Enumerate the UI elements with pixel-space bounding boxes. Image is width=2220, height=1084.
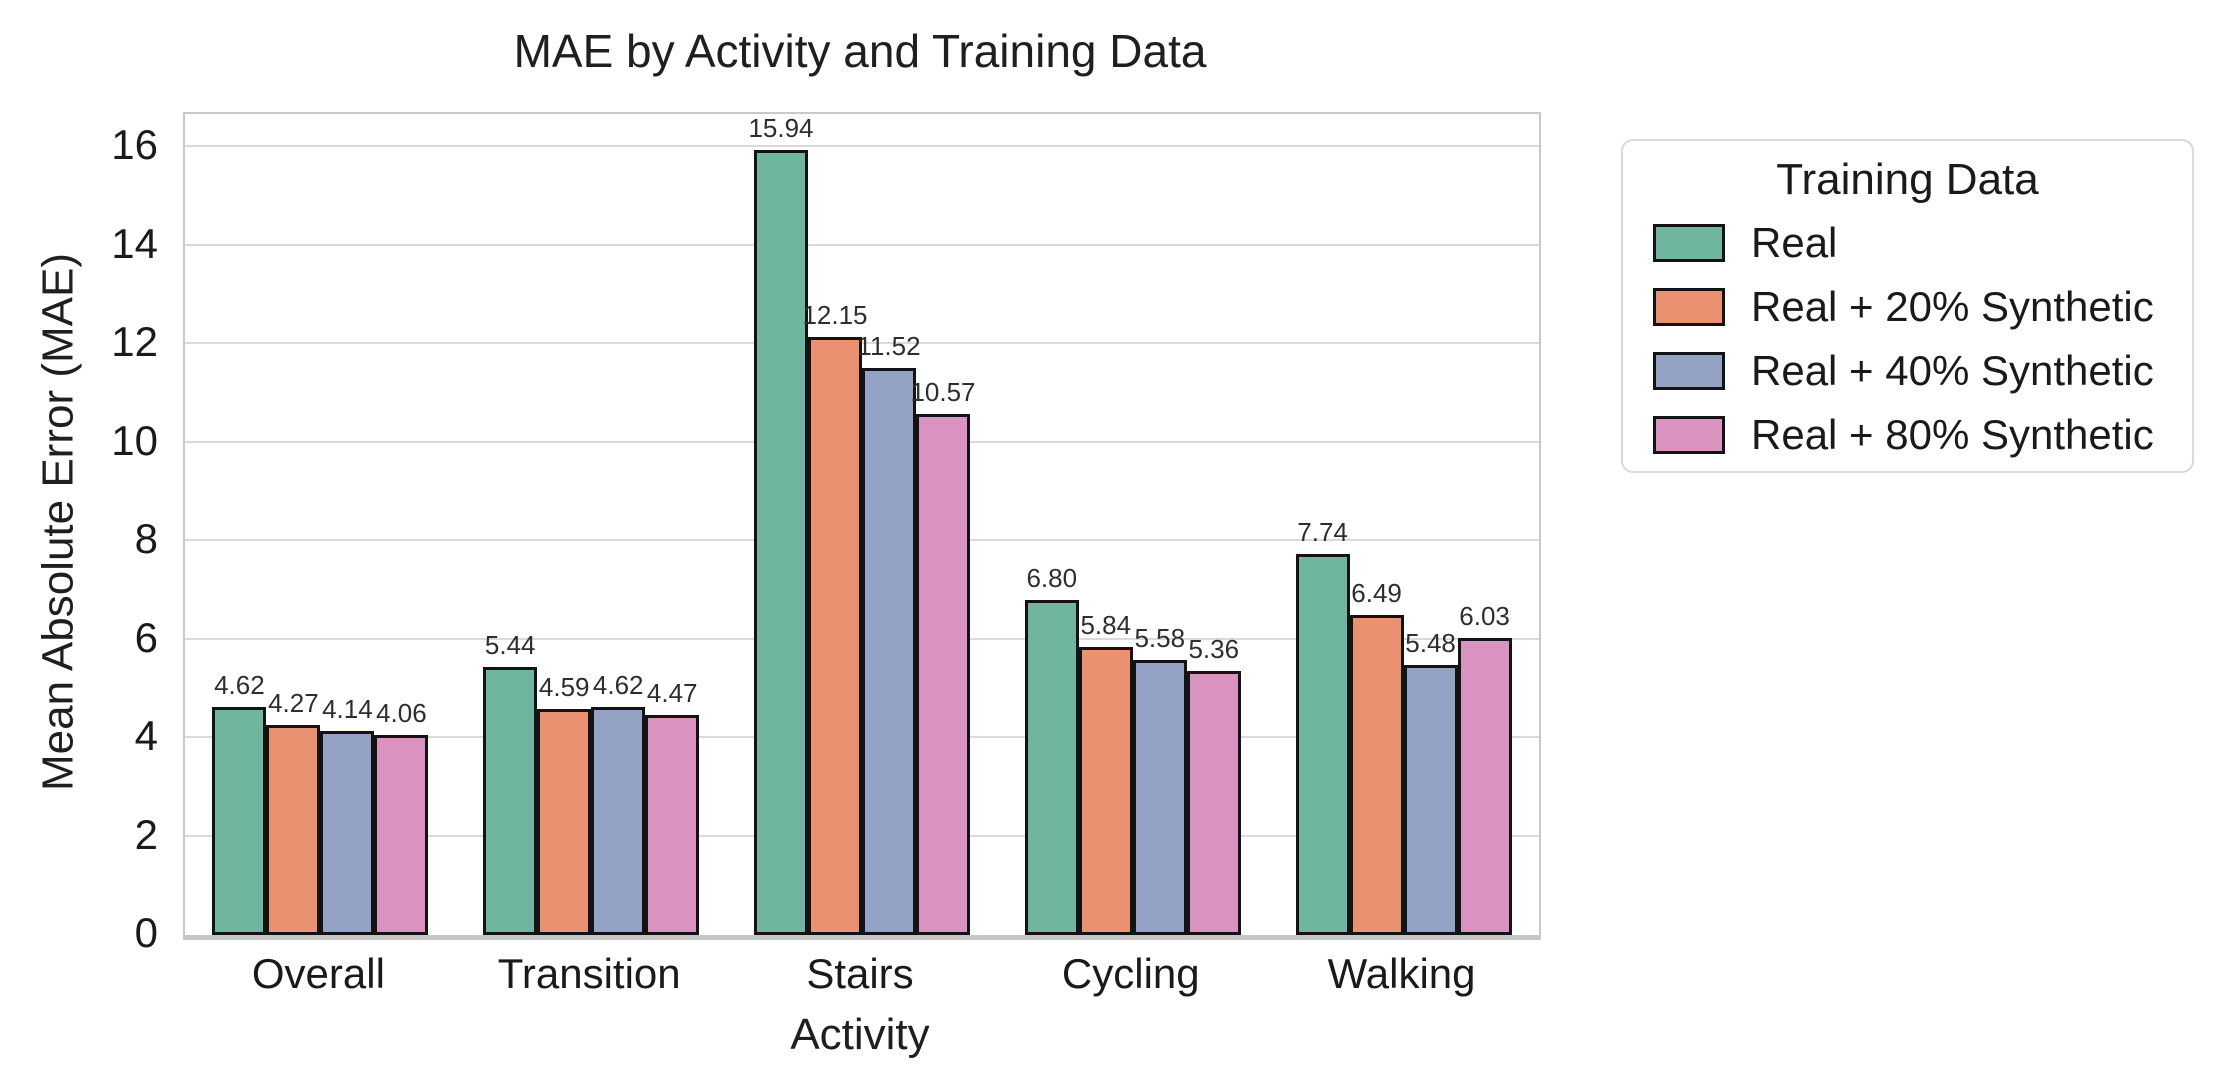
legend-label-real-20-synthetic: Real + 20% Synthetic	[1751, 283, 2154, 330]
legend-swatch-real-80-synthetic	[1653, 416, 1725, 454]
bar-group-cycling: 6.80 5.84 5.58 5.36	[997, 114, 1268, 935]
bar-walking-real-80-synthetic: 6.03	[1457, 601, 1512, 935]
bar-walking-real: 7.74	[1295, 517, 1350, 935]
y-tick-label-2: 2	[134, 810, 158, 858]
plot-area: 4.62 4.27 4.14 4.06 5.44 4.59 4.62 4.47 15.94 12.…	[183, 112, 1541, 940]
bar-walking-real-20-synthetic: 6.49	[1349, 578, 1404, 935]
bar-value-label-walking-real-40-synthetic: 5.48	[1405, 628, 1456, 659]
gridline-14	[185, 243, 1539, 246]
bar-walking-real-40-synthetic: 5.48	[1403, 628, 1458, 935]
bar-stairs-real-80-synthetic: 10.57	[910, 377, 976, 935]
y-tick-label-16: 16	[111, 121, 158, 168]
bar-value-label-cycling-real: 6.80	[1026, 563, 1078, 594]
legend-swatch-real-40-synthetic	[1653, 352, 1725, 390]
y-tick-label-8: 8	[134, 515, 158, 562]
bar-value-label-transition-real-80-synthetic: 4.47	[646, 677, 698, 708]
legend-title: Training Data	[1776, 155, 2039, 204]
legend: Training Data Real Real + 20% Synthetic Re…	[1621, 139, 2194, 473]
bar-value-label-overall-real-20-synthetic: 4.27	[268, 687, 319, 718]
bar-transition-real-40-synthetic: 4.62	[591, 670, 646, 935]
bar-value-label-cycling-real-20-synthetic: 5.84	[1080, 610, 1132, 641]
y-tick-label-4: 4	[134, 712, 158, 759]
bar-value-label-walking-real-20-synthetic: 6.49	[1351, 578, 1402, 609]
x-tick-label-transition: Transition	[497, 950, 681, 997]
legend-item-real-80-synthetic: Real + 80% Synthetic	[1653, 411, 2192, 459]
bar-value-label-cycling-real-40-synthetic: 5.58	[1134, 623, 1186, 654]
legend-swatch-real-20-synthetic	[1653, 288, 1725, 326]
bar-value-label-overall-real-40-synthetic: 4.14	[322, 694, 373, 725]
x-tick-label-stairs: Stairs	[806, 950, 914, 997]
x-tick-label-overall: Overall	[251, 950, 385, 997]
legend-item-real-40-synthetic: Real + 40% Synthetic	[1653, 347, 2192, 395]
legend-label-real-40-synthetic: Real + 40% Synthetic	[1751, 347, 2154, 394]
legend-label-real-80-synthetic: Real + 80% Synthetic	[1751, 411, 2154, 458]
bar-value-label-stairs-real-20-synthetic: 12.15	[802, 299, 868, 330]
bar-group-walking: 7.74 6.49 5.48 6.03	[1268, 114, 1539, 935]
legend-items: Real Real + 20% Synthetic Real + 40% Synth…	[1623, 219, 2192, 459]
bar-value-label-transition-real-40-synthetic: 4.62	[592, 670, 644, 701]
gridline-16	[185, 145, 1539, 147]
bar-value-label-transition-real-20-synthetic: 4.59	[538, 671, 590, 702]
bar-groups: 4.62 4.27 4.14 4.06 5.44 4.59 4.62 4.47 15.94 12.…	[185, 113, 1539, 935]
y-tick-label-0: 0	[134, 909, 158, 956]
y-tick-label-6: 6	[134, 613, 158, 661]
bar-value-label-overall-real: 4.62	[214, 670, 265, 701]
bar-value-label-stairs-real-40-synthetic: 11.52	[857, 330, 921, 361]
legend-item-real-20-synthetic: Real + 20% Synthetic	[1653, 283, 2192, 331]
bar-transition-real: 5.44	[483, 630, 538, 935]
gridline-12	[185, 342, 1539, 344]
bar-value-label-walking-real: 7.74	[1297, 516, 1348, 547]
x-tick-label-walking: Walking	[1327, 950, 1476, 997]
legend-item-real: Real	[1653, 219, 2192, 267]
bar-cycling-real-40-synthetic: 5.58	[1132, 623, 1187, 935]
bar-value-label-overall-real-80-synthetic: 4.06	[376, 698, 427, 729]
bar-overall-real-40-synthetic: 4.14	[320, 694, 375, 935]
bar-group-overall: 4.62 4.27 4.14 4.06	[185, 114, 456, 935]
bar-transition-real-80-synthetic: 4.47	[645, 678, 700, 935]
x-tick-label-cycling: Cycling	[1061, 950, 1200, 997]
bar-value-label-stairs-real: 15.94	[748, 112, 814, 143]
y-axis-ticks: 0 2 4 6 8 10 12 14 16	[0, 112, 158, 956]
bar-value-label-cycling-real-80-synthetic: 5.36	[1188, 634, 1240, 665]
y-tick-label-14: 14	[111, 219, 158, 267]
bar-stairs-real-40-synthetic: 11.52	[857, 331, 921, 935]
bar-value-label-transition-real: 5.44	[484, 630, 536, 661]
legend-swatch-real	[1653, 224, 1725, 262]
bar-group-transition: 5.44 4.59 4.62 4.47	[456, 114, 727, 935]
y-tick-label-12: 12	[111, 318, 158, 365]
bar-overall-real-20-synthetic: 4.27	[266, 688, 321, 935]
bar-stairs-real: 15.94	[748, 113, 814, 935]
bar-cycling-real-80-synthetic: 5.36	[1186, 634, 1241, 935]
bar-cycling-real: 6.80	[1024, 563, 1079, 935]
x-axis-ticks: Overall Transition Stairs Cycling Walking	[183, 950, 1537, 998]
bar-stairs-real-20-synthetic: 12.15	[802, 300, 868, 935]
bar-value-label-walking-real-80-synthetic: 6.03	[1459, 601, 1510, 632]
y-tick-label-10: 10	[111, 416, 158, 464]
bar-overall-real: 4.62	[212, 670, 267, 935]
bar-transition-real-20-synthetic: 4.59	[537, 672, 592, 935]
x-axis-label: Activity	[790, 1010, 930, 1059]
bar-value-label-stairs-real-80-synthetic: 10.57	[910, 377, 976, 408]
bar-overall-real-80-synthetic: 4.06	[374, 698, 429, 935]
bar-group-stairs: 15.94 12.15 11.52 10.57	[727, 113, 998, 935]
legend-label-real: Real	[1751, 219, 1838, 266]
bar-cycling-real-20-synthetic: 5.84	[1078, 610, 1133, 935]
chart-title: MAE by Activity and Training Data	[513, 25, 1207, 77]
